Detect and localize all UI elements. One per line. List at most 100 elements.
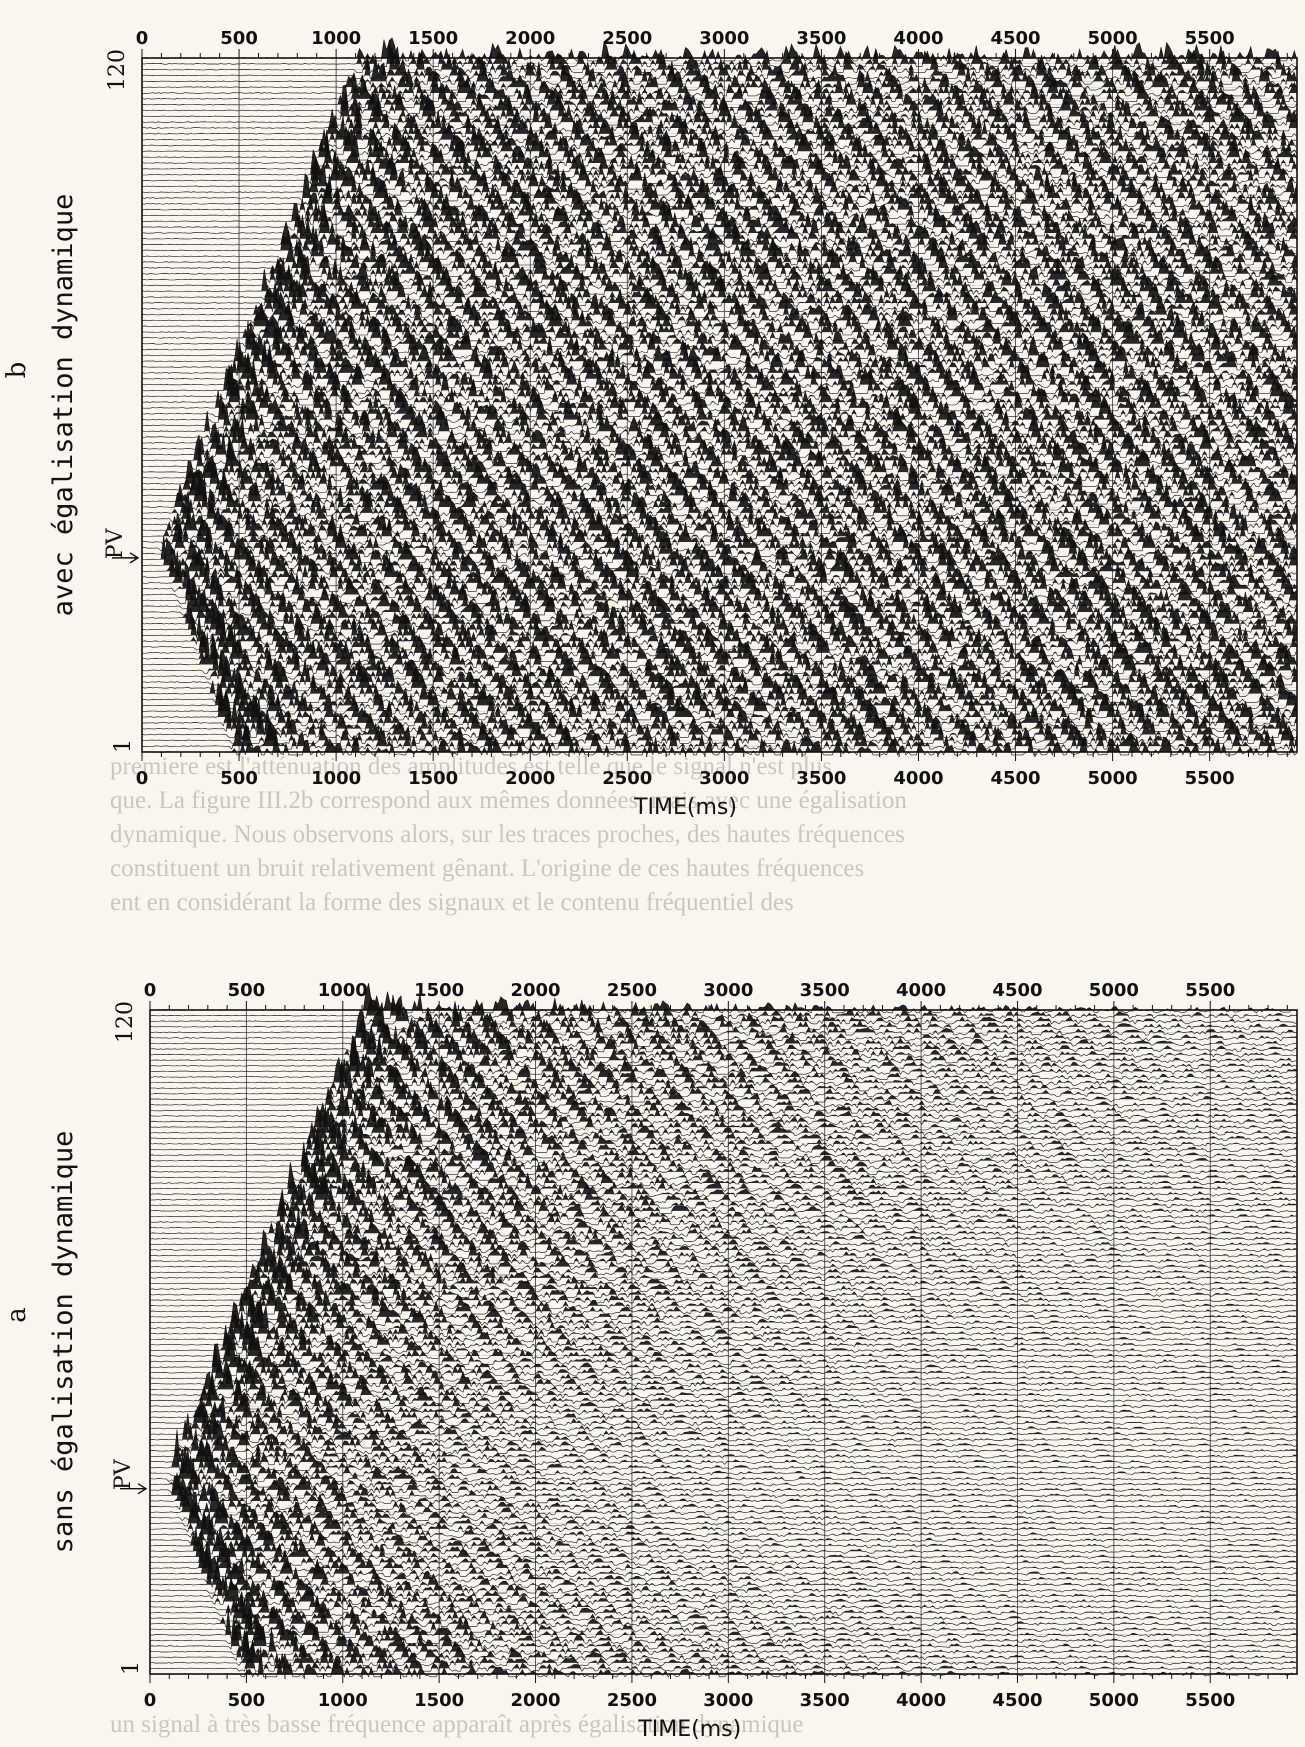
trace-wiggle [141, 153, 1298, 173]
trace-wiggle [141, 68, 1298, 92]
trace-fill [150, 1591, 1297, 1608]
trace-fill [142, 199, 1297, 222]
x-tick-label-top: 5500 [1185, 28, 1235, 49]
x-tick-label-top: 2500 [602, 28, 652, 49]
x-tick-label-bottom: 1000 [311, 768, 361, 789]
trace-wiggle [141, 190, 1298, 214]
trace-fill [142, 491, 1297, 519]
trace-wiggle [149, 1641, 1298, 1667]
trace-wiggle [149, 1569, 1298, 1589]
trace-wiggle [149, 1245, 1298, 1271]
trace-wiggle [150, 1149, 1298, 1182]
trace-fill [150, 1122, 1297, 1139]
trace-fill [150, 1305, 1297, 1329]
trace-fill [142, 524, 1297, 543]
trace-wiggle [149, 1457, 1298, 1488]
trace-wiggle [141, 221, 1297, 249]
x-tick-label-top: 3000 [699, 28, 749, 49]
x-tick-label-bottom: 3500 [800, 1690, 850, 1711]
trace-wiggle [150, 1229, 1298, 1260]
trace-fill [142, 228, 1297, 251]
trace-fill [150, 1294, 1297, 1312]
trace-wiggle [149, 1017, 1298, 1037]
trace-fill [142, 105, 1297, 123]
trace-wiggle [142, 528, 1298, 552]
trace-wiggle [149, 1105, 1298, 1126]
trace-wiggle [141, 548, 1298, 576]
trace-wiggle [141, 709, 1298, 733]
trace-wiggle [149, 1172, 1298, 1199]
trace-wiggle [149, 1432, 1298, 1449]
x-axis-label: TIME(ms) [633, 795, 737, 820]
trace-wiggle [149, 1190, 1298, 1221]
trace-fill [150, 1413, 1297, 1435]
trace-fill [150, 1017, 1297, 1033]
trace-fill [150, 1598, 1297, 1619]
trace-wiggle [141, 304, 1298, 331]
trace-wiggle [141, 240, 1298, 273]
trace-wiggle [141, 689, 1298, 722]
x-tick-label-bottom: 5000 [1088, 768, 1138, 789]
trace-wiggle [142, 643, 1298, 669]
trace-wiggle [149, 1297, 1298, 1327]
trace-wiggle [149, 1315, 1298, 1338]
trace-fill [142, 264, 1297, 286]
trace-fill [142, 719, 1297, 741]
trace-wiggle [149, 1630, 1298, 1662]
trace-wiggle [141, 559, 1298, 587]
trace-wiggle [141, 57, 1297, 80]
trace-wiggle [141, 39, 1297, 68]
x-tick-label-bottom: 0 [136, 768, 149, 789]
trace-wiggle [149, 1087, 1298, 1120]
trace-wiggle [149, 1573, 1298, 1600]
trace-wiggle [149, 1533, 1298, 1561]
trace-wiggle [141, 393, 1298, 424]
trace-wiggle [150, 1248, 1298, 1276]
trace-wiggle [149, 1609, 1298, 1633]
trace-fill [150, 1631, 1297, 1658]
trace-wiggle [141, 536, 1298, 558]
x-tick-label-bottom: 3500 [796, 768, 846, 789]
trace-wiggle [149, 1159, 1298, 1187]
trace-fill [142, 375, 1297, 397]
trace-wiggle [149, 1217, 1298, 1243]
trace-wiggle [141, 88, 1298, 109]
trace-wiggle [149, 1145, 1298, 1176]
trace-wiggle [141, 441, 1298, 471]
trace-wiggle [141, 430, 1298, 453]
trace-wiggle [149, 1259, 1298, 1282]
trace-fill [142, 69, 1297, 88]
trace-wiggle [149, 1320, 1298, 1343]
trace-wiggle [149, 1080, 1298, 1098]
x-tick-label-top: 500 [228, 980, 266, 1001]
panel-letter: b [2, 362, 32, 379]
trace-fill [142, 302, 1297, 321]
x-tick-label-top: 1500 [414, 980, 464, 1001]
trace-fill [150, 1024, 1297, 1044]
trace-fill [142, 562, 1297, 589]
trace-wiggle [141, 483, 1298, 512]
trace-fill [150, 1615, 1297, 1641]
trace-fill [150, 1448, 1297, 1474]
x-tick-label-top: 0 [144, 980, 157, 1001]
trace-wiggle [149, 1286, 1298, 1304]
trace-wiggle [149, 1409, 1298, 1433]
trace-wiggle [149, 1142, 1298, 1171]
trace-wiggle [149, 1162, 1298, 1193]
trace-wiggle [141, 181, 1298, 208]
x-tick-label-top: 2000 [505, 28, 555, 49]
x-tick-label-bottom: 4500 [990, 768, 1040, 789]
trace-wiggle [149, 1576, 1298, 1594]
x-tick-label-bottom: 500 [228, 1690, 266, 1711]
x-tick-label-bottom: 5500 [1185, 1690, 1235, 1711]
trace-fill [142, 433, 1297, 455]
x-tick-label-bottom: 2000 [510, 1690, 560, 1711]
trace-wiggle [149, 1470, 1298, 1494]
trace-fill [150, 1641, 1297, 1663]
trace-wiggle [149, 1365, 1298, 1388]
trace-wiggle [141, 358, 1298, 389]
trace-fill [142, 315, 1297, 338]
trace-wiggle [149, 1035, 1298, 1059]
trace-fill [142, 268, 1297, 292]
trace-fill [142, 690, 1297, 718]
